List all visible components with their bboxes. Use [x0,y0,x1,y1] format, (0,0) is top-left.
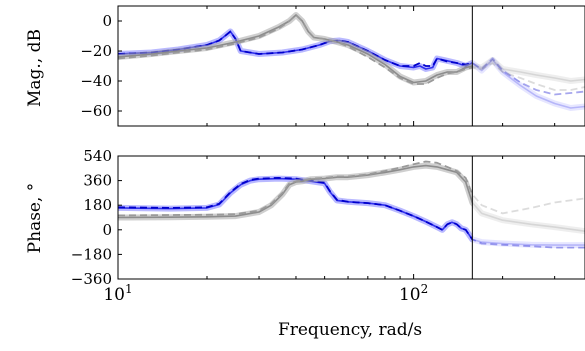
mag-series-2-line [472,59,585,82]
phase-series-1-dashed [118,177,473,241]
phase-axes-frame [117,155,585,280]
mag-ylabel: Mag., dB [25,29,45,107]
mag-ytick-label: −20 [80,42,112,60]
mag-series-1-dashed [472,57,585,96]
mag-ytick-label: 0 [102,12,112,30]
phase-series-3-dashed [472,191,585,215]
mag-series-2-line [118,14,473,84]
x-axis-label: Frequency, rad/s [278,320,422,340]
phase-ylabel: Phase, ° [25,183,45,254]
phase-series-2-line [118,164,473,219]
mag-ytick-label: −40 [80,72,112,90]
phase-ytick-label: −180 [71,245,112,263]
phase-series-1-dashed [472,237,585,249]
mag-series-0-band [472,57,585,111]
mag-axes-frame [117,5,585,127]
mag-series-2-band [472,57,585,84]
mag-ytick-label: −60 [80,102,112,120]
mag-series-1-dashed [118,30,473,67]
mag-series-0-line [472,59,585,109]
mag-series-group [118,12,585,111]
phase-ytick-label: 360 [83,172,112,190]
phase-series-2-line [472,199,585,232]
phase-ytick-label: −360 [71,270,112,288]
phase-series-group [118,160,585,249]
phase-ytick-label: 0 [102,221,112,239]
xtick-label: 101 [103,282,132,305]
phase-series-2-band [472,192,585,235]
xtick-label: 102 [399,282,428,305]
mag-series-3-dashed [472,62,585,91]
phase-ytick-label: 180 [83,196,112,214]
phase-ytick-label: 540 [83,147,112,165]
